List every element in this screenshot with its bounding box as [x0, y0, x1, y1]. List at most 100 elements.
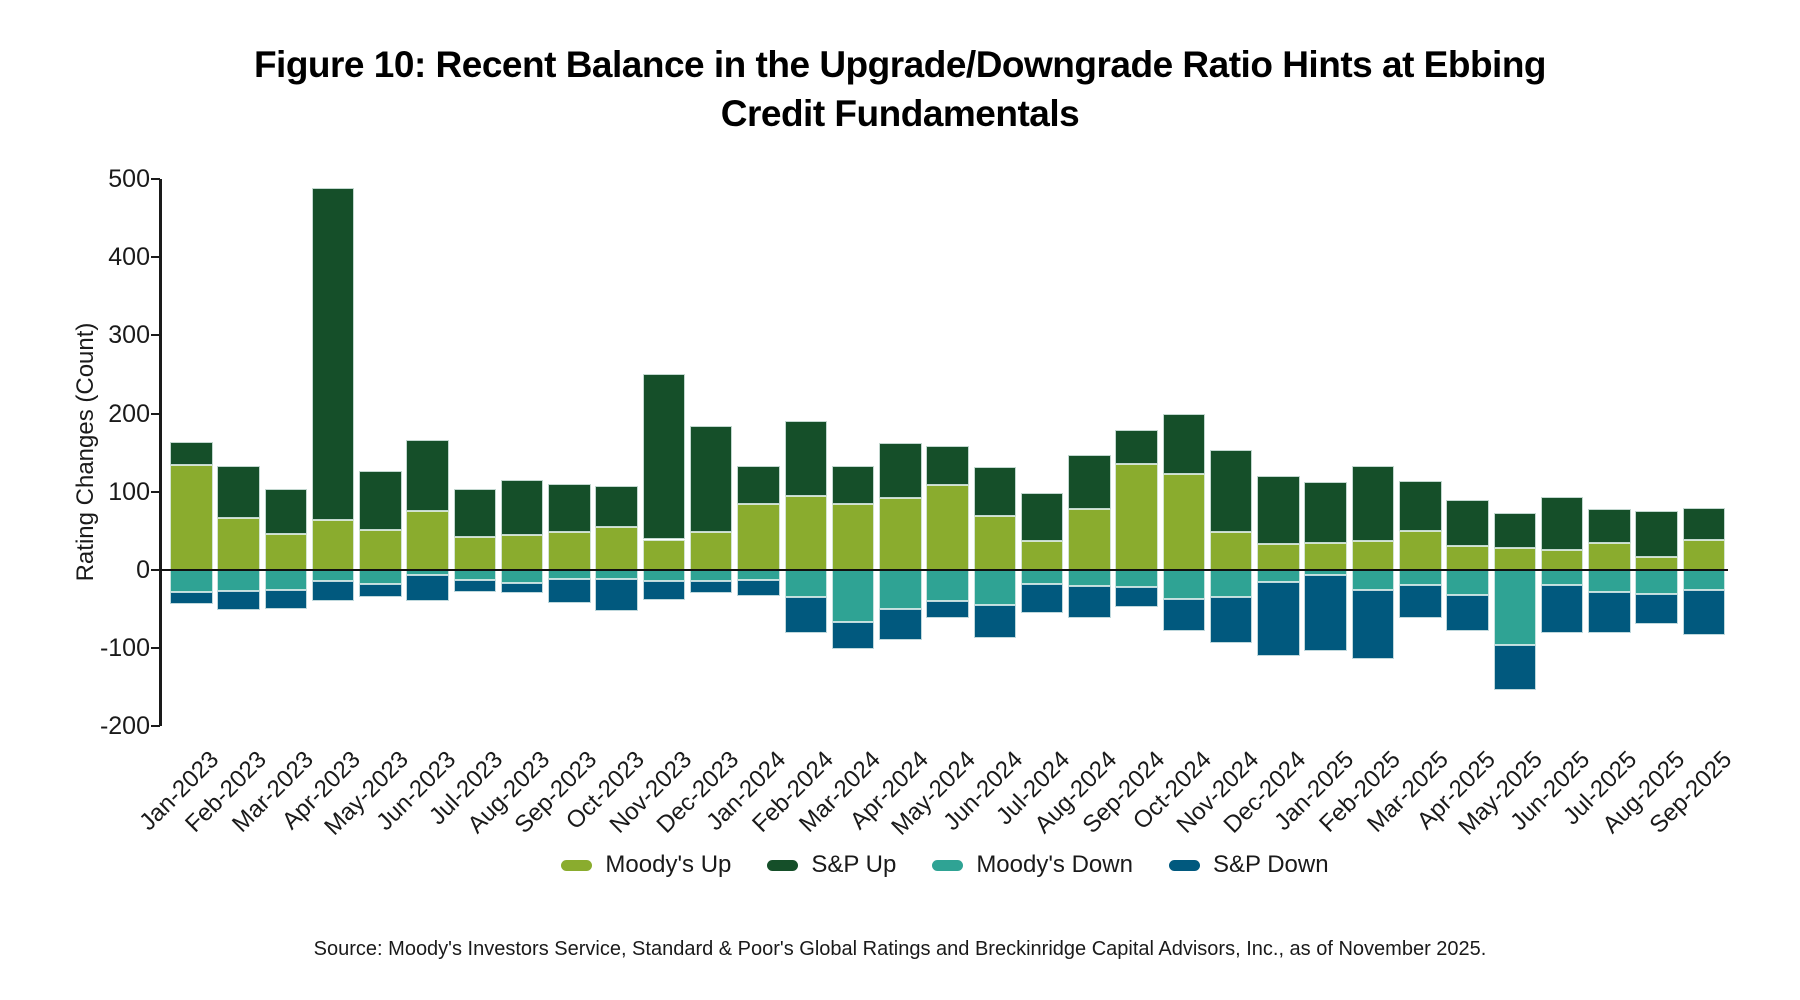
bar-segment-s&p-down-Apr-2023	[311, 580, 355, 602]
bar-segment-s&p-up-Mar-2024	[831, 465, 875, 504]
bar-segment-s&p-up-Apr-2025	[1446, 499, 1489, 546]
legend: Moody's Up S&P Up Moody's Down S&P Down	[160, 851, 1730, 879]
bar-segment-s&p-down-Jul-2025	[1588, 591, 1631, 634]
bar-segment-s&p-up-Jun-2023	[406, 440, 449, 512]
bar-segment-s&p-up-Jul-2025	[1588, 509, 1631, 543]
bar-segment-s&p-up-Jul-2023	[453, 489, 497, 538]
bar-segment-moody-s-up-Feb-2025	[1351, 541, 1395, 570]
y-tick-label-400: 400	[108, 243, 150, 272]
bar-segment-s&p-down-Nov-2024	[1209, 597, 1253, 644]
bar-segment-s&p-down-Jun-2023	[406, 575, 449, 602]
bar-segment-s&p-down-Jul-2023	[453, 580, 497, 592]
legend-item-1: Moody's Up	[561, 851, 731, 879]
bar-segment-moody-s-down-Nov-2023	[642, 570, 686, 581]
bar-segment-s&p-up-Jul-2024	[1020, 492, 1064, 542]
bar-segment-s&p-down-Feb-2025	[1351, 589, 1395, 660]
chart-title-line-1: Figure 10: Recent Balance in the Upgrade…	[253, 44, 1547, 85]
bar-segment-moody-s-down-Apr-2025	[1446, 570, 1489, 596]
bar-segment-moody-s-up-Aug-2023	[500, 534, 544, 570]
bar-segment-moody-s-down-Feb-2023	[217, 570, 260, 592]
bar-segment-moody-s-up-Dec-2023	[689, 532, 733, 570]
bar-segment-s&p-up-Dec-2023	[689, 426, 733, 533]
bar-segment-s&p-down-Mar-2025	[1399, 584, 1442, 618]
bar-segment-moody-s-up-May-2024	[926, 484, 969, 570]
bar-segment-moody-s-up-Jan-2023	[170, 465, 213, 570]
bar-segment-s&p-up-Feb-2023	[217, 465, 260, 518]
bar-segment-moody-s-up-Oct-2024	[1162, 473, 1206, 570]
bar-segment-s&p-up-Oct-2023	[595, 486, 638, 527]
bar-segment-s&p-up-Jun-2024	[973, 466, 1017, 517]
bar-segment-s&p-down-Jan-2023	[170, 591, 213, 604]
legend-item-2: S&P Up	[767, 851, 896, 879]
bar-segment-s&p-down-Oct-2024	[1162, 598, 1206, 631]
legend-swatch-icon	[767, 859, 799, 871]
bar-segment-s&p-down-May-2024	[926, 601, 969, 619]
bar-segment-s&p-up-Apr-2023	[311, 187, 355, 520]
y-axis-title: Rating Changes (Count)	[72, 322, 99, 582]
bar-segment-moody-s-down-Apr-2023	[311, 570, 355, 581]
bar-segment-moody-s-down-Jun-2025	[1540, 570, 1584, 585]
bar-segment-s&p-up-Sep-2024	[1115, 430, 1158, 464]
bar-segment-moody-s-down-Aug-2023	[500, 570, 544, 583]
source-note: Source: Moody's Investors Service, Stand…	[313, 938, 1487, 960]
bar-segment-s&p-up-May-2024	[926, 445, 969, 485]
bar-segment-moody-s-down-Nov-2024	[1209, 570, 1253, 598]
bar-segment-moody-s-down-Mar-2024	[831, 570, 875, 623]
bar-segment-s&p-up-Sep-2025	[1682, 508, 1726, 541]
bar-segment-moody-s-up-Mar-2023	[264, 534, 308, 570]
bar-segment-s&p-up-Apr-2024	[879, 442, 922, 499]
bar-segment-s&p-down-Sep-2024	[1115, 587, 1158, 607]
bar-segment-moody-s-up-Mar-2024	[831, 503, 875, 570]
zero-line	[160, 569, 1728, 571]
bar-segment-s&p-up-Jan-2024	[737, 465, 780, 504]
bar-segment-s&p-down-Aug-2024	[1068, 585, 1111, 619]
bar-segment-s&p-down-Aug-2025	[1635, 594, 1678, 624]
legend-swatch-icon	[932, 859, 964, 871]
bar-segment-moody-s-up-Sep-2024	[1115, 463, 1158, 570]
bar-segment-moody-s-down-May-2024	[926, 570, 969, 602]
bar-segment-moody-s-up-Feb-2024	[784, 495, 827, 570]
bar-segment-s&p-down-Oct-2023	[595, 579, 638, 611]
bar-segment-moody-s-down-Apr-2024	[879, 570, 922, 610]
bar-segment-s&p-down-Sep-2023	[548, 578, 591, 603]
bar-segment-moody-s-down-Sep-2024	[1115, 570, 1158, 588]
bar-segment-s&p-up-Nov-2023	[642, 373, 686, 540]
bar-segment-s&p-up-Mar-2025	[1399, 480, 1442, 531]
bar-segment-moody-s-down-Aug-2025	[1635, 570, 1678, 595]
bar-segment-s&p-down-Mar-2023	[264, 590, 308, 610]
y-tick-mark-500	[151, 178, 160, 180]
y-tick-label-300: 300	[108, 321, 150, 350]
bar-segment-moody-s-up-Feb-2023	[217, 517, 260, 570]
legend-swatch-icon	[561, 859, 593, 871]
bar-segment-s&p-up-May-2023	[359, 470, 402, 531]
bar-segment-moody-s-up-Nov-2023	[642, 539, 686, 570]
bar-segment-moody-s-down-Oct-2023	[595, 570, 638, 580]
y-tick-mark--100	[151, 647, 160, 650]
bar-segment-moody-s-down-Sep-2023	[548, 570, 591, 579]
bar-segment-moody-s-down-Feb-2024	[784, 570, 827, 597]
bar-segment-s&p-up-Feb-2024	[784, 420, 827, 496]
bar-segment-moody-s-up-Sep-2023	[548, 532, 591, 570]
y-tick-label-500: 500	[108, 165, 150, 193]
bar-segment-moody-s-down-Jul-2025	[1588, 570, 1631, 592]
bar-segment-s&p-down-Jan-2024	[737, 580, 780, 596]
chart-title-line-2: Credit Fundamentals	[720, 93, 1080, 134]
bar-segment-moody-s-up-Jan-2024	[737, 503, 780, 570]
chart-title: Figure 10: Recent Balance in the Upgrade…	[0, 40, 1800, 138]
bar-segment-s&p-down-Feb-2023	[217, 591, 260, 610]
bar-segment-moody-s-up-Nov-2024	[1209, 531, 1253, 570]
bar-segment-s&p-up-Aug-2024	[1068, 455, 1111, 509]
bar-segment-moody-s-up-Jun-2025	[1540, 550, 1584, 570]
bar-segment-moody-s-down-Dec-2024	[1257, 570, 1300, 582]
bar-segment-s&p-down-May-2023	[359, 584, 402, 598]
y-tick-mark-300	[151, 334, 160, 337]
bar-segment-s&p-down-Mar-2024	[831, 622, 875, 649]
bar-segment-s&p-down-Jun-2025	[1540, 584, 1584, 634]
bar-segment-s&p-up-Sep-2023	[548, 483, 591, 533]
bar-segment-moody-s-up-May-2023	[359, 530, 402, 570]
bar-segment-s&p-up-Mar-2023	[264, 489, 308, 535]
y-tick-label-0: 0	[136, 556, 150, 584]
bar-segment-s&p-down-Aug-2023	[500, 582, 544, 593]
y-tick-label--100: -100	[99, 634, 150, 663]
